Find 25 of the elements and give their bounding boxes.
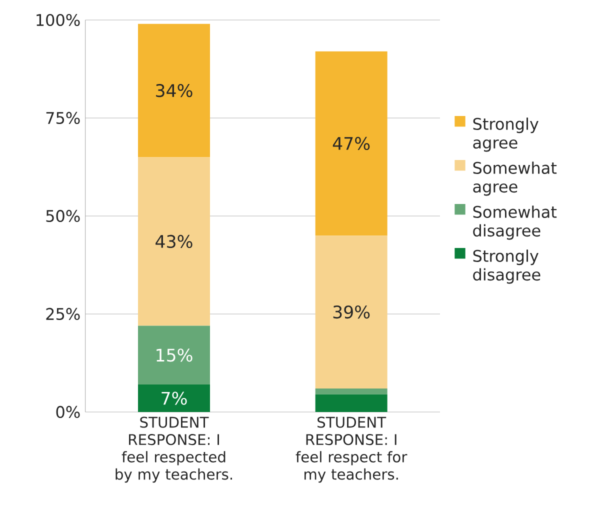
x-tick-label: STUDENT RESPONSE: I feel respect for my teachers. (296, 416, 408, 483)
y-tick-label: 0% (56, 406, 80, 418)
legend-label: Somewhat disagree (473, 206, 557, 240)
x-tick-label: STUDENT RESPONSE: I feel respected by my teachers. (116, 416, 232, 483)
data-label: 7% (162, 392, 187, 405)
bar (315, 51, 388, 236)
legend-label: Strongly agree (473, 118, 538, 152)
bar (138, 384, 210, 412)
bar (315, 388, 388, 394)
data-label: 47% (332, 136, 370, 150)
bar (138, 326, 210, 385)
data-label: 15% (156, 348, 192, 362)
bar (315, 236, 388, 388)
y-tick-label: 25% (46, 308, 80, 320)
y-tick-label: 100% (36, 14, 80, 26)
y-tick-label: 50% (46, 210, 80, 222)
legend-label: Somewhat agree (473, 162, 557, 196)
data-label: 34% (156, 84, 192, 98)
bar (315, 394, 388, 412)
y-tick-label: 75% (46, 112, 80, 124)
data-label: 39% (333, 305, 370, 319)
bar (138, 24, 210, 158)
data-label: 43% (156, 234, 192, 248)
bar (138, 157, 210, 326)
legend-label: Strongly disagree (473, 250, 540, 284)
